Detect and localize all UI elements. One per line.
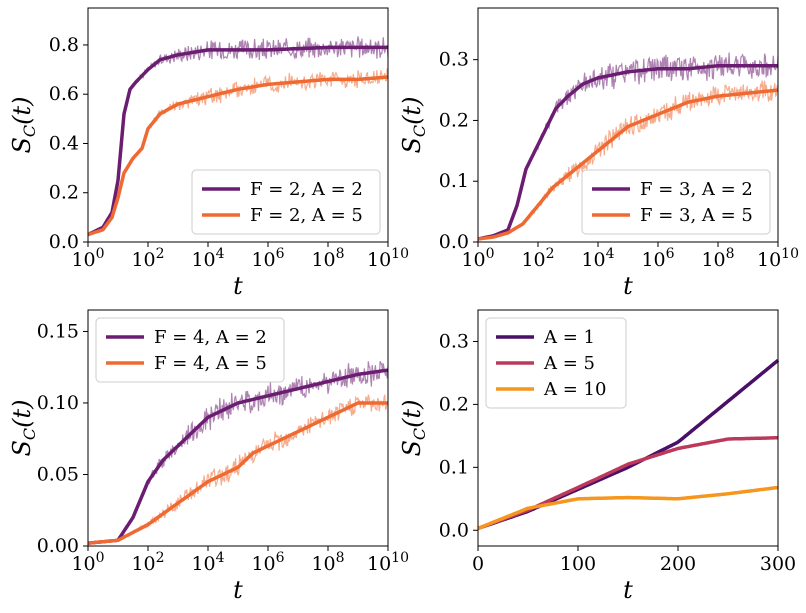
x-tick-label: 100 [71,246,104,271]
y-tick-label: 0.0 [49,231,79,253]
series-mean-line [87,75,389,237]
series-1-1 [87,36,389,237]
series-mean-line [87,45,389,237]
x-tick-label: 108 [311,550,344,575]
y-tick-label: 0.0 [439,231,469,253]
series-2-2 [477,80,779,241]
legend-label: F = 4, A = 2 [154,327,267,348]
x-tick-label: 1010 [757,246,799,271]
legend-box [581,169,771,235]
panel-2: 100 102 104 106 108 1010 0.0 0.1 0.2 0.3 t SC(t) F =… [398,7,799,300]
y-tick-label: 0.6 [49,83,79,105]
series-mean-line [87,401,389,545]
x-tick-label: 108 [311,246,344,271]
series-mean-line [477,436,779,531]
y-tick-label: 0.1 [439,456,469,478]
plot-frame [477,309,779,547]
panel-1: 100 102 104 106 108 1010 0.0 0.2 0.4 0.6 0.8 t SC(t)… [8,7,409,300]
plot-frame [87,7,389,243]
y-tick-label: 0.4 [49,132,79,154]
y-tick-label: 0.05 [37,463,79,485]
series-1-2 [87,68,389,237]
plot-frame [87,309,389,547]
y-axis-label: SC(t) [8,399,39,456]
series-3-1 [87,361,389,545]
y-tick-label: 0.1 [439,170,469,192]
y-axis-label: SC(t) [398,96,429,153]
x-tick-label: 104 [191,246,224,271]
x-tick-label: 200 [660,553,696,575]
x-tick-label: 0 [472,553,484,575]
series-2-1 [477,52,779,241]
y-axis-label: SC(t) [398,399,429,456]
panel-3: 100 102 104 106 108 1010 0.00 0.05 0.10 0.15 t SC(t… [8,309,409,604]
x-tick-label: 1010 [367,550,409,575]
x-tick-label: 106 [251,550,284,575]
x-tick-label: 102 [131,246,164,271]
plot-frame [477,7,779,243]
legend: F = 3, A = 2 F = 3, A = 5 [581,169,771,235]
x-tick-label: 104 [581,246,614,271]
x-tick-label: 102 [131,550,164,575]
x-tick-label: 106 [251,246,284,271]
x-tick-label: 100 [71,550,104,575]
x-tick-label: 104 [191,550,224,575]
y-tick-label: 0.15 [37,320,79,342]
x-tick-label: 102 [521,246,554,271]
x-axis-label: t [233,576,243,604]
series-mean-line [87,368,389,545]
series-4-2 [477,436,779,531]
legend-label: A = 10 [543,379,606,400]
series-mean-line [477,63,779,241]
x-tick-label: 100 [461,246,494,271]
x-tick-label: 300 [760,553,796,575]
legend: F = 4, A = 2 F = 4, A = 5 [95,317,285,383]
series-mean-line [477,485,779,531]
y-tick-label: 0.2 [439,393,469,415]
y-tick-label: 0.3 [439,49,469,71]
y-tick-label: 0.0 [439,519,469,541]
legend-box [485,317,627,409]
y-axis-label: SC(t) [8,96,39,153]
y-tick-label: 0.3 [439,330,469,352]
x-tick-label: 1010 [367,246,409,271]
legend-box [95,317,285,383]
legend-label: F = 3, A = 5 [640,205,753,226]
legend: A = 1 A = 5 A = 10 [485,317,627,409]
legend-label: F = 3, A = 2 [640,179,753,200]
x-tick-label: 100 [560,553,596,575]
x-tick-label: 108 [701,246,734,271]
legend-label: F = 4, A = 5 [154,353,267,374]
x-axis-label: t [623,576,633,604]
legend-box [191,169,381,235]
legend-label: F = 2, A = 5 [250,205,363,226]
series-4-3 [477,485,779,531]
x-tick-label: 106 [641,246,674,271]
x-axis-label: t [623,272,633,300]
y-tick-label: 0.00 [37,535,79,557]
y-tick-label: 0.2 [439,109,469,131]
x-axis-label: t [233,272,243,300]
y-tick-label: 0.10 [37,392,79,414]
y-tick-label: 0.2 [49,182,79,204]
legend-label: F = 2, A = 2 [250,179,363,200]
legend-label: A = 5 [543,353,595,374]
legend-label: A = 1 [543,327,595,348]
series-3-2 [87,394,389,545]
legend: F = 2, A = 2 F = 2, A = 5 [191,169,381,235]
series-mean-line [477,88,779,241]
y-tick-label: 0.8 [49,34,79,56]
